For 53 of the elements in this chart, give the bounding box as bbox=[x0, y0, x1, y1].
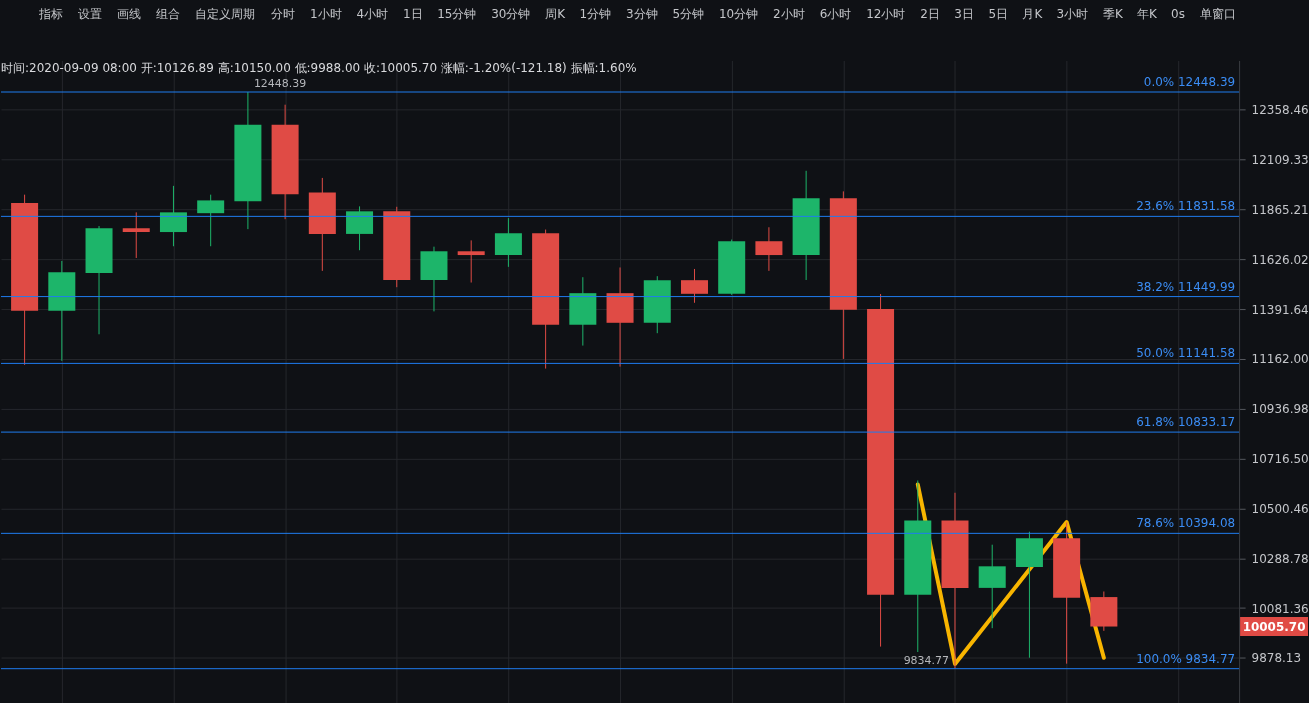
y-tick-label: 10288.78 bbox=[1251, 551, 1309, 566]
text: 1日 bbox=[403, 6, 423, 21]
ref-line-label: 38.2% 11449.99 bbox=[1136, 279, 1236, 294]
ref-line-label: 0.0% 12448.39 bbox=[1143, 75, 1236, 90]
text: 12小时 bbox=[866, 6, 906, 21]
annotation: 12448.39 bbox=[253, 77, 307, 91]
text: 周K bbox=[545, 6, 567, 21]
candlestick bbox=[457, 239, 485, 284]
text: 指标 bbox=[37, 6, 63, 21]
text: 单窗口 bbox=[1200, 6, 1237, 21]
y-tick-label: 10081.36 bbox=[1251, 601, 1309, 616]
y-tick-label: 11626.02 bbox=[1251, 252, 1309, 267]
text: 10005.70 bbox=[1242, 619, 1306, 634]
text: 30分钟 bbox=[491, 6, 531, 21]
text: 1分钟 bbox=[579, 6, 612, 21]
text: 10分钟 bbox=[719, 6, 759, 21]
y-tick-label: 12109.33 bbox=[1251, 153, 1309, 168]
text: 4小时 bbox=[356, 6, 389, 21]
ref-line-label: 100.0% 9834.77 bbox=[1136, 651, 1236, 666]
text: 组合 bbox=[155, 6, 180, 21]
annotation: 9834.77 bbox=[903, 653, 950, 667]
y-tick-label: 9878.13 bbox=[1251, 651, 1302, 666]
y-tick-label: 10500.46 bbox=[1251, 501, 1309, 516]
text: 3日 bbox=[954, 6, 974, 21]
text: 分时 bbox=[271, 6, 296, 21]
y-tick-label: 10936.98 bbox=[1251, 402, 1309, 417]
ref-line-label: 61.8% 10833.17 bbox=[1136, 415, 1236, 430]
text: 3小时 bbox=[1056, 6, 1089, 21]
ref-line-label: 78.6% 10394.08 bbox=[1136, 516, 1236, 531]
y-tick-label: 11391.64 bbox=[1251, 302, 1309, 317]
text: 2小时 bbox=[773, 6, 805, 21]
text: 季K bbox=[1103, 6, 1125, 21]
text: 画线 bbox=[116, 6, 141, 21]
text: 3分钟 bbox=[625, 6, 658, 21]
text: 自定义周期 bbox=[194, 6, 255, 21]
y-tick-label: 12358.46 bbox=[1251, 103, 1309, 118]
candlestick bbox=[122, 211, 150, 259]
ref-line-label: 50.0% 11141.58 bbox=[1136, 346, 1236, 361]
y-tick-label: 11865.21 bbox=[1251, 202, 1309, 217]
text: 6小时 bbox=[819, 6, 852, 21]
chart-subtitle: 时间:2020-09-09 08:00 开:10126.89 高:10150.00 低:9988.00 收:10005.70 涨幅:-1.20%(-121.18) 振幅:1.60% bbox=[1, 61, 637, 76]
text: 设置 bbox=[77, 6, 102, 21]
text: 1小时 bbox=[310, 6, 342, 21]
y-tick-label: 11162.00 bbox=[1251, 352, 1309, 367]
text: 月K bbox=[1022, 6, 1044, 21]
text: 年K bbox=[1137, 6, 1159, 21]
text: 15分钟 bbox=[437, 6, 477, 21]
text: 5日 bbox=[988, 6, 1009, 21]
text: 5分钟 bbox=[672, 6, 705, 21]
y-tick-label: 10716.50 bbox=[1251, 452, 1309, 467]
ref-line-label: 23.6% 11831.58 bbox=[1136, 199, 1236, 214]
text: 0s bbox=[1171, 6, 1185, 21]
text: 2日 bbox=[920, 6, 940, 21]
